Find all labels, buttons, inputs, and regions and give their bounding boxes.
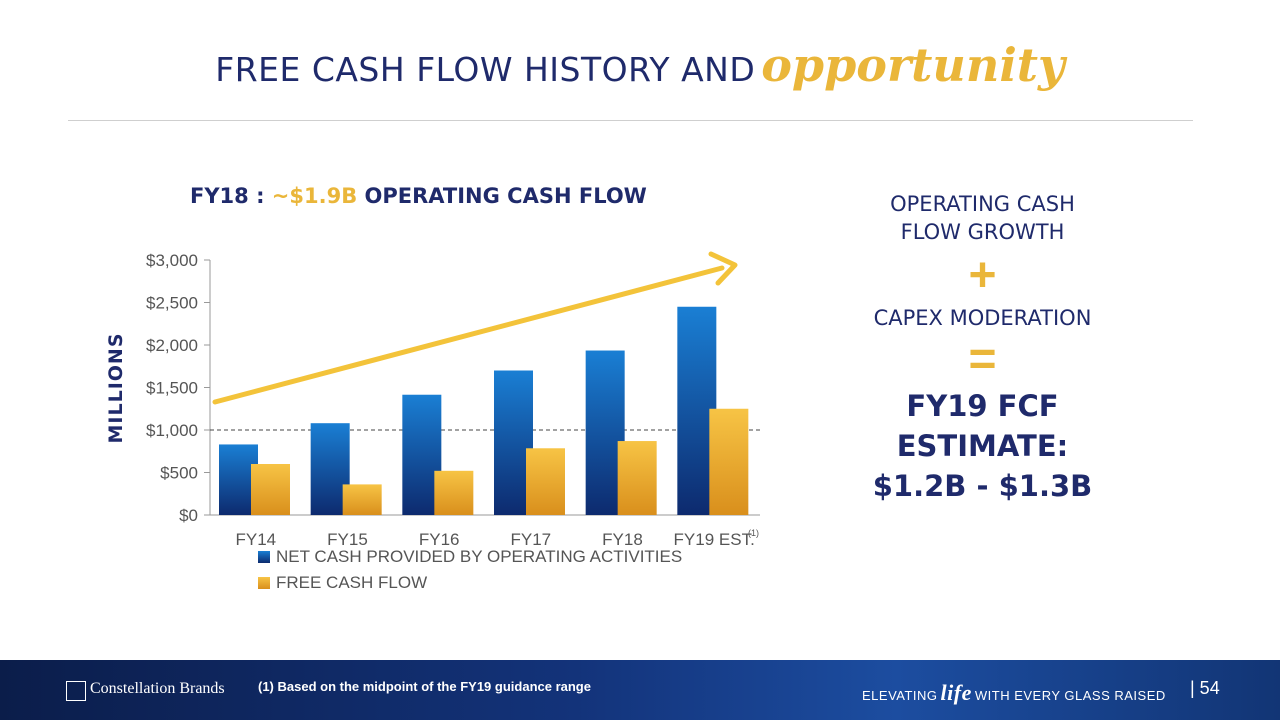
chart-title-part: OPERATING CASH FLOW — [357, 184, 647, 208]
bar-free-cash-flow — [709, 408, 749, 515]
page-number: | 54 — [1190, 678, 1220, 698]
y-tick-label: $3,000 — [146, 251, 198, 270]
bar-free-cash-flow — [526, 448, 565, 515]
summary-line-capex: CAPEX MODERATION — [873, 306, 1092, 330]
x-tick-label: FY15 — [327, 530, 368, 549]
summary-line-growth: FLOW GROWTH — [900, 220, 1065, 244]
bar-free-cash-flow — [434, 470, 474, 515]
trend-arrow-head — [708, 251, 738, 286]
footnote: (1) Based on the midpoint of the FY19 gu… — [258, 679, 591, 694]
plus-sign: + — [968, 249, 997, 302]
legend-label: NET CASH PROVIDED BY OPERATING ACTIVITIE… — [276, 547, 682, 566]
chart-title: FY18 : ~$1.9B OPERATING CASH FLOW — [190, 184, 647, 208]
fcf-estimate-label: FY19 FCF — [906, 389, 1059, 423]
fcf-estimate-label-2: ESTIMATE: — [896, 429, 1069, 463]
chart-title-part: ~$1.9B — [272, 184, 357, 208]
y-tick-label: $2,500 — [146, 294, 198, 313]
x-tick-footnote: (1) — [748, 528, 759, 538]
y-tick-label: $1,500 — [146, 379, 198, 398]
tagline-post: WITH EVERY GLASS RAISED — [974, 688, 1166, 703]
fcf-estimate-value: $1.2B - $1.3B — [872, 469, 1093, 503]
y-tick-label: $0 — [179, 506, 198, 525]
company-logo-text: Constellation Brands — [90, 680, 225, 697]
y-tick-label: $2,000 — [146, 336, 198, 355]
summary-line-operating: OPERATING CASH — [890, 192, 1075, 216]
chart-title-part: FY18 : — [190, 184, 272, 208]
bar-free-cash-flow — [617, 441, 657, 515]
y-axis-label: MILLIONS — [105, 333, 127, 444]
title-divider — [68, 120, 1193, 121]
legend-swatch — [258, 577, 270, 589]
tagline: ELEVATING life WITH EVERY GLASS RAISED — [862, 680, 1166, 706]
x-tick-label: FY16 — [419, 530, 460, 549]
cash-flow-chart: FY18 : ~$1.9B OPERATING CASH FLOW MILLION… — [105, 184, 760, 592]
x-tick-label: FY19 EST. — [674, 530, 755, 549]
constellation-logo-icon — [66, 681, 86, 701]
x-tick-label: FY14 — [236, 530, 277, 549]
slide-title-accent: opportunity — [761, 38, 1065, 92]
x-tick-label: FY18 — [602, 530, 643, 549]
slide-title-main: FREE CASH FLOW HISTORY AND — [215, 50, 756, 89]
legend-swatch — [258, 551, 270, 563]
fcf-summary-panel: OPERATING CASH FLOW GROWTH + CAPEX MODER… — [850, 190, 1115, 504]
slide-title: FREE CASH FLOW HISTORY AND opportunity — [0, 38, 1280, 92]
tagline-life: life — [940, 680, 972, 705]
footer-bar — [0, 660, 1280, 720]
y-tick-label: $1,000 — [146, 421, 198, 440]
trend-arrow-line — [212, 265, 725, 405]
bar-free-cash-flow — [342, 484, 382, 515]
x-tick-label: FY17 — [511, 530, 552, 549]
y-tick-label: $500 — [160, 464, 198, 483]
bar-free-cash-flow — [251, 464, 290, 515]
tagline-pre: ELEVATING — [862, 688, 938, 703]
legend-label: FREE CASH FLOW — [276, 573, 427, 592]
equals-sign: = — [968, 333, 997, 386]
